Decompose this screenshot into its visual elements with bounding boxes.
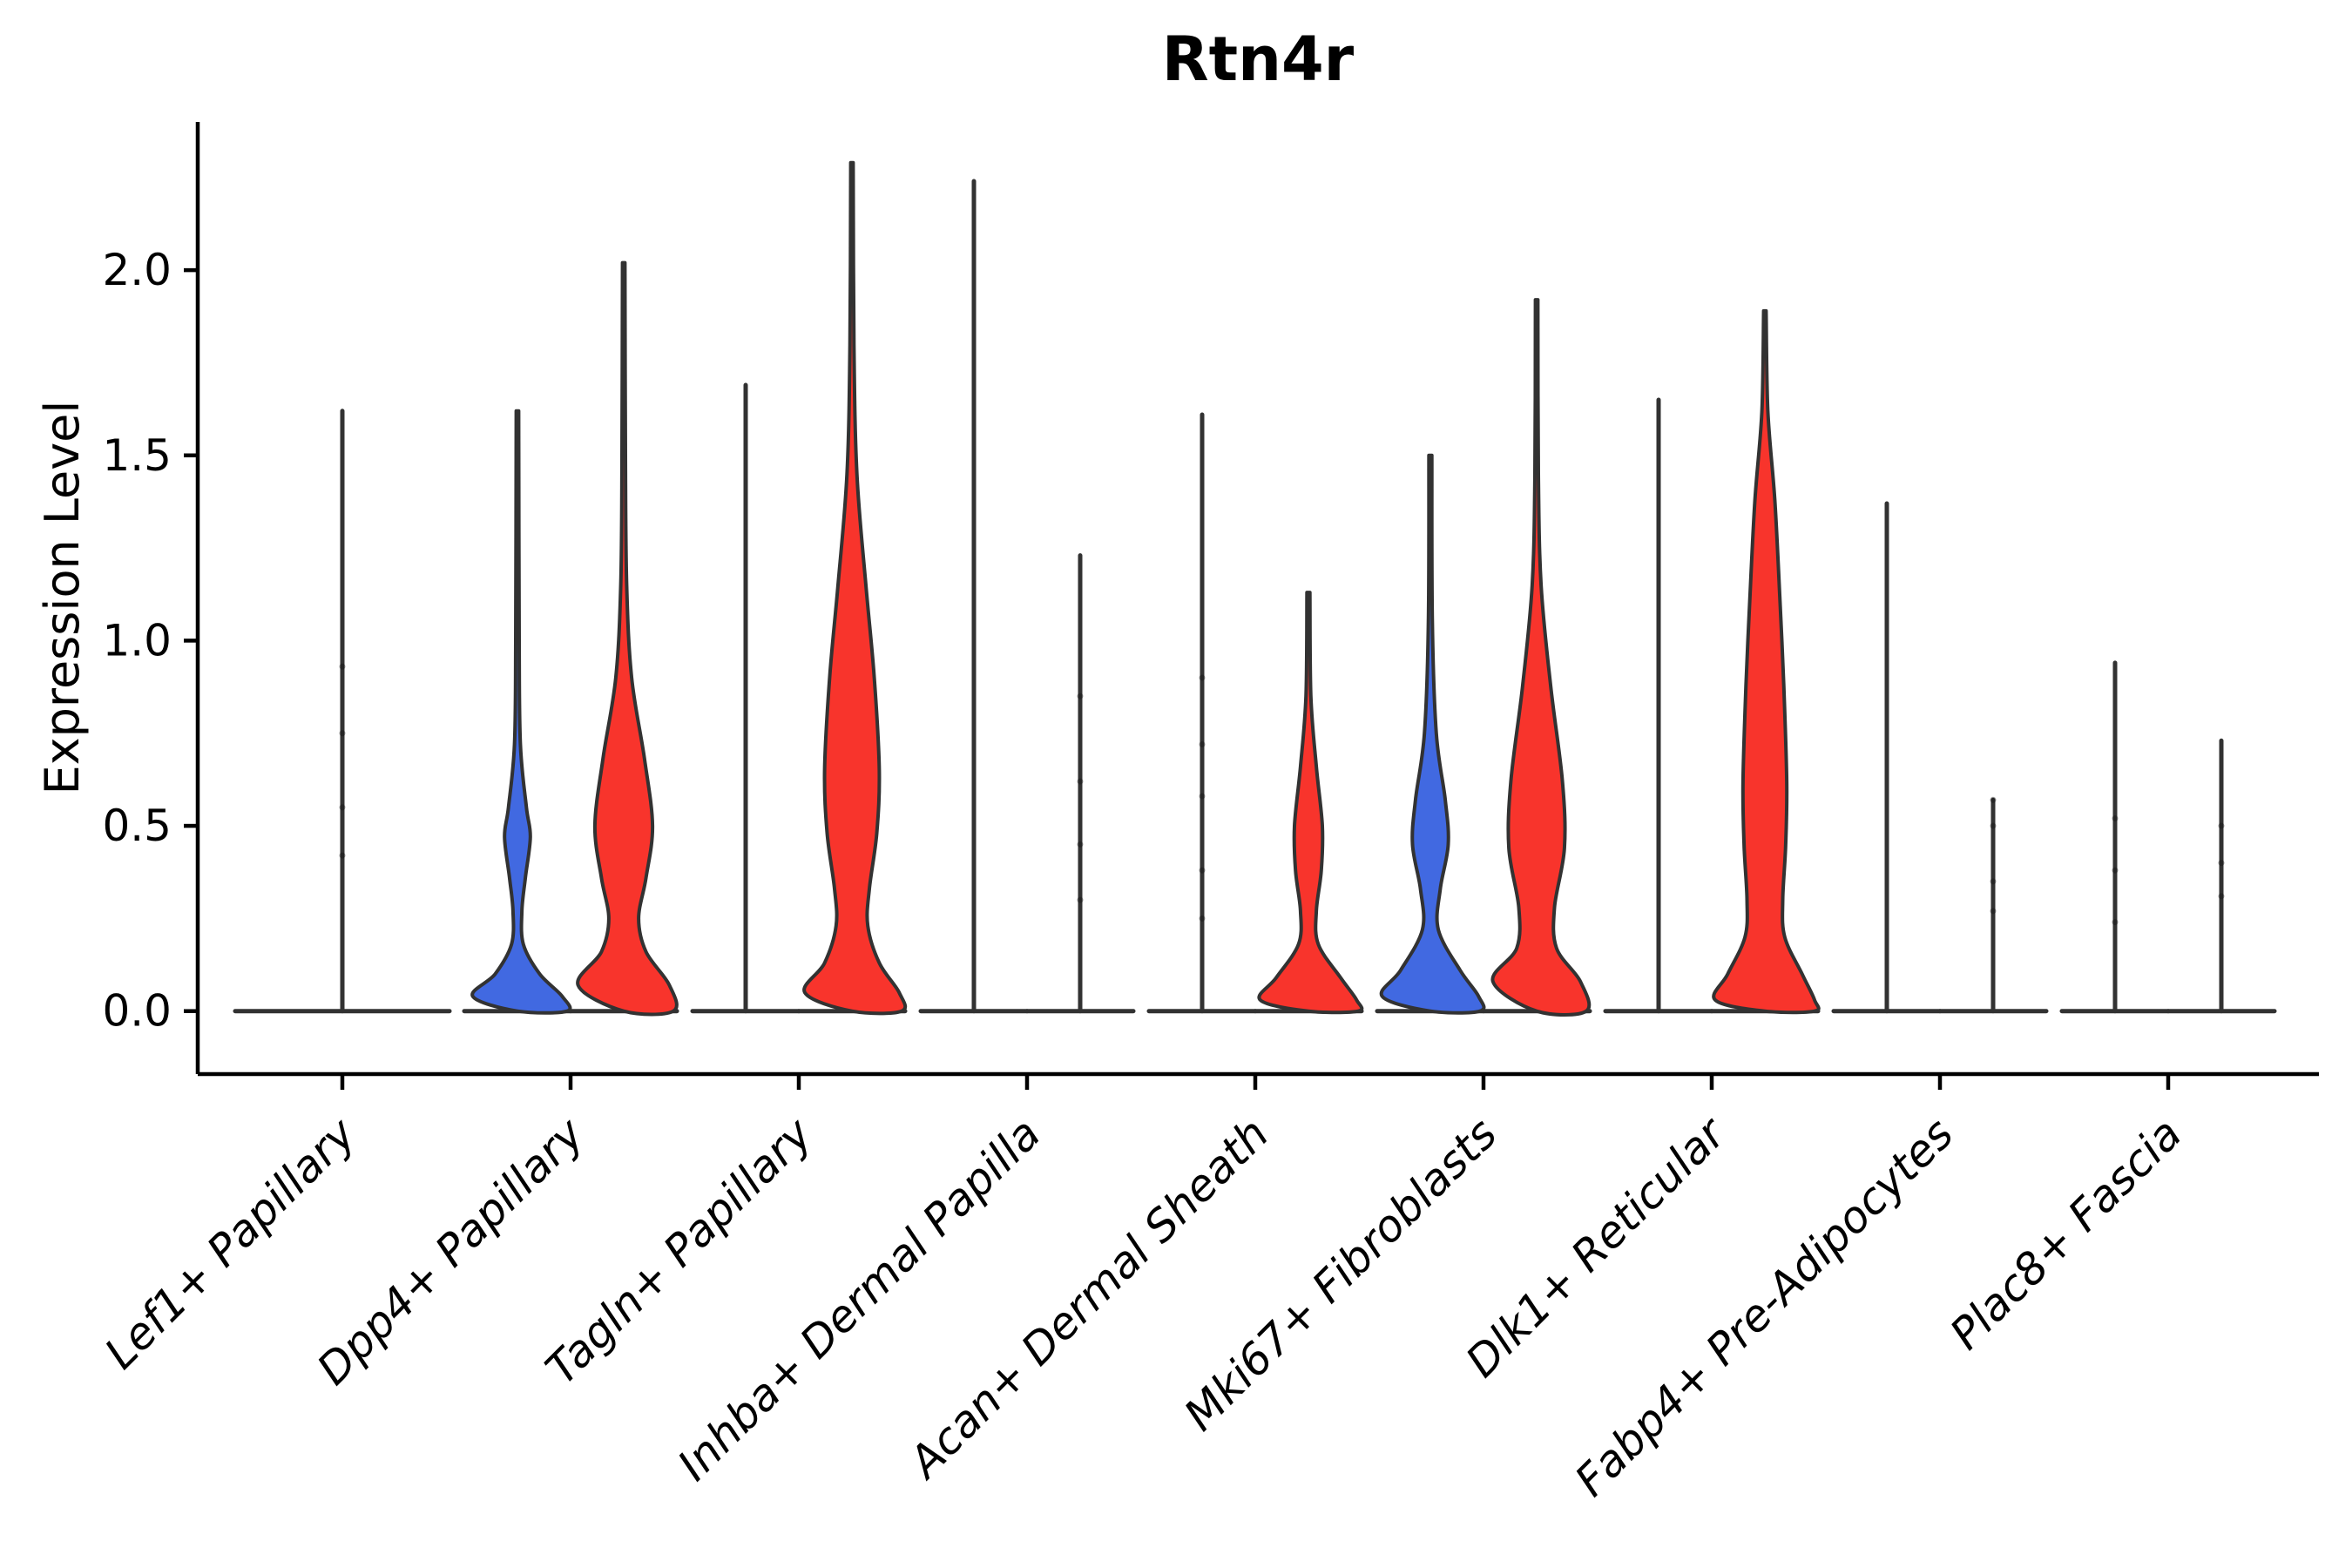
violin-red bbox=[802, 160, 908, 1016]
chart-title: Rtn4r bbox=[1162, 24, 1355, 95]
x-tick-label: Lef1+ Papillary bbox=[95, 1107, 366, 1378]
cell-point bbox=[1199, 867, 1206, 874]
y-axis-ticks: 0.0 0.5 1.0 1.5 2.0 bbox=[102, 245, 198, 1037]
cell-point bbox=[1199, 674, 1206, 681]
violin-red bbox=[1712, 308, 1821, 1015]
cell-point bbox=[2218, 860, 2225, 867]
x-tick-label: Inhba+ Dermal Papilla bbox=[668, 1108, 1050, 1490]
cell-point bbox=[339, 852, 346, 859]
x-tick-label: Acan+ Dermal Sheath bbox=[898, 1108, 1279, 1489]
cell-point bbox=[2218, 893, 2225, 900]
cell-point bbox=[2112, 919, 2119, 926]
violin-red bbox=[1490, 298, 1592, 1017]
violin-spikes bbox=[340, 179, 2224, 1014]
violin-jitter-dots bbox=[339, 663, 2225, 926]
cell-point bbox=[1199, 915, 1206, 922]
cell-point bbox=[339, 804, 346, 811]
violin-blue bbox=[470, 409, 572, 1015]
x-tick-label: Fabp4+ Pre-Adipocytes bbox=[1565, 1108, 1963, 1506]
cell-point bbox=[1077, 693, 1084, 700]
cell-point bbox=[1990, 822, 1997, 829]
y-tick-label: 1.5 bbox=[102, 430, 172, 481]
cell-point bbox=[1077, 778, 1084, 785]
y-tick-label: 0.0 bbox=[102, 986, 172, 1037]
cell-point bbox=[2112, 815, 2119, 822]
y-axis-label: Expression Level bbox=[35, 401, 90, 795]
cell-point bbox=[1199, 740, 1206, 747]
cell-point bbox=[1077, 841, 1084, 848]
y-tick-label: 0.5 bbox=[102, 801, 172, 851]
cell-point bbox=[1990, 908, 1997, 915]
cell-point bbox=[1990, 878, 1997, 885]
cell-point bbox=[2112, 867, 2119, 874]
cell-point bbox=[2218, 822, 2225, 829]
x-tick-label: Plac8+ Fascia bbox=[1941, 1108, 2192, 1359]
cell-point bbox=[1199, 793, 1206, 800]
y-tick-label: 2.0 bbox=[102, 245, 172, 295]
violin-red bbox=[576, 260, 679, 1017]
violin-bodies bbox=[470, 160, 1821, 1017]
cell-point bbox=[339, 663, 346, 670]
violin-red bbox=[1257, 591, 1364, 1015]
cell-point bbox=[339, 730, 346, 737]
cell-point bbox=[1990, 796, 1997, 803]
cell-point bbox=[1077, 896, 1084, 903]
violin-blue bbox=[1379, 453, 1486, 1015]
y-tick-label: 1.0 bbox=[102, 615, 172, 666]
